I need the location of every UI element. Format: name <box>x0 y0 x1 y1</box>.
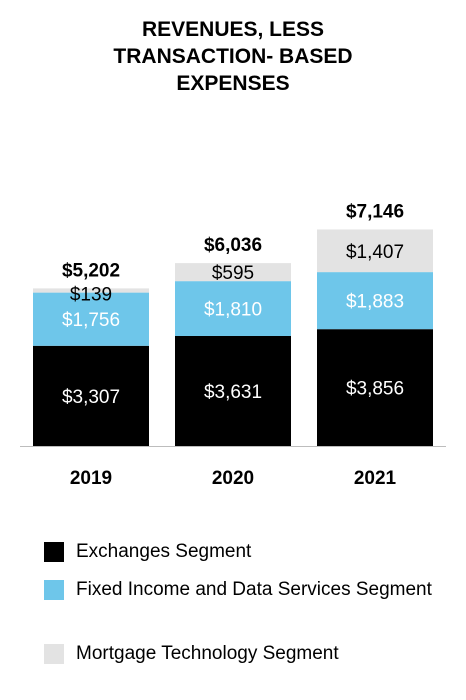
total-label-2019: $5,202 <box>62 260 120 281</box>
data-label-exchanges-2019: $3,307 <box>62 387 120 408</box>
total-label-2021: $7,146 <box>346 201 404 222</box>
legend-swatch-exchanges <box>44 542 64 562</box>
bar-segment-fixed-income-2020 <box>175 281 291 336</box>
data-label-exchanges-2020: $3,631 <box>204 382 262 403</box>
chart-title-line-3: EXPENSES <box>176 72 290 95</box>
x-tick-label-2019: 2019 <box>70 468 112 489</box>
legend-label-exchanges: Exchanges Segment <box>76 541 252 562</box>
x-tick-label-2021: 2021 <box>354 468 397 489</box>
bar-segment-exchanges-2019 <box>33 345 149 446</box>
bar-segment-fixed-income-2021 <box>317 272 433 330</box>
data-label-fixed-income-2019: $1,756 <box>62 310 120 331</box>
chart-title-line-1: REVENUES, LESS <box>141 18 325 41</box>
bar-segment-exchanges-2020 <box>175 335 291 446</box>
chart-title-line-2: TRANSACTION- BASED <box>113 45 353 68</box>
legend-label-mortgage: Mortgage Technology Segment <box>76 643 339 664</box>
legend-label-fixed-income: Fixed Income and Data Services Segment <box>76 579 432 600</box>
x-tick-label-2020: 2020 <box>212 468 254 489</box>
total-label-2020: $6,036 <box>204 235 262 256</box>
data-label-exchanges-2021: $3,856 <box>346 379 404 400</box>
data-label-mortgage-2019: $139 <box>70 284 112 305</box>
bar-segment-mortgage-2020 <box>175 263 291 282</box>
legend-swatch-fixed-income <box>44 580 64 600</box>
legend-swatch-mortgage <box>44 644 64 664</box>
bar-segment-mortgage-2019 <box>33 288 149 293</box>
data-label-mortgage-2021: $1,407 <box>346 242 404 263</box>
data-label-fixed-income-2021: $1,883 <box>346 292 404 313</box>
bar-segment-fixed-income-2019 <box>33 292 149 346</box>
data-label-fixed-income-2020: $1,810 <box>204 300 262 321</box>
data-label-mortgage-2020: $595 <box>212 263 254 284</box>
bar-segment-mortgage-2021 <box>317 229 433 273</box>
bar-segment-exchanges-2021 <box>317 329 433 446</box>
chart-title: REVENUES, LESS TRANSACTION- BASED EXPENS… <box>0 16 466 97</box>
